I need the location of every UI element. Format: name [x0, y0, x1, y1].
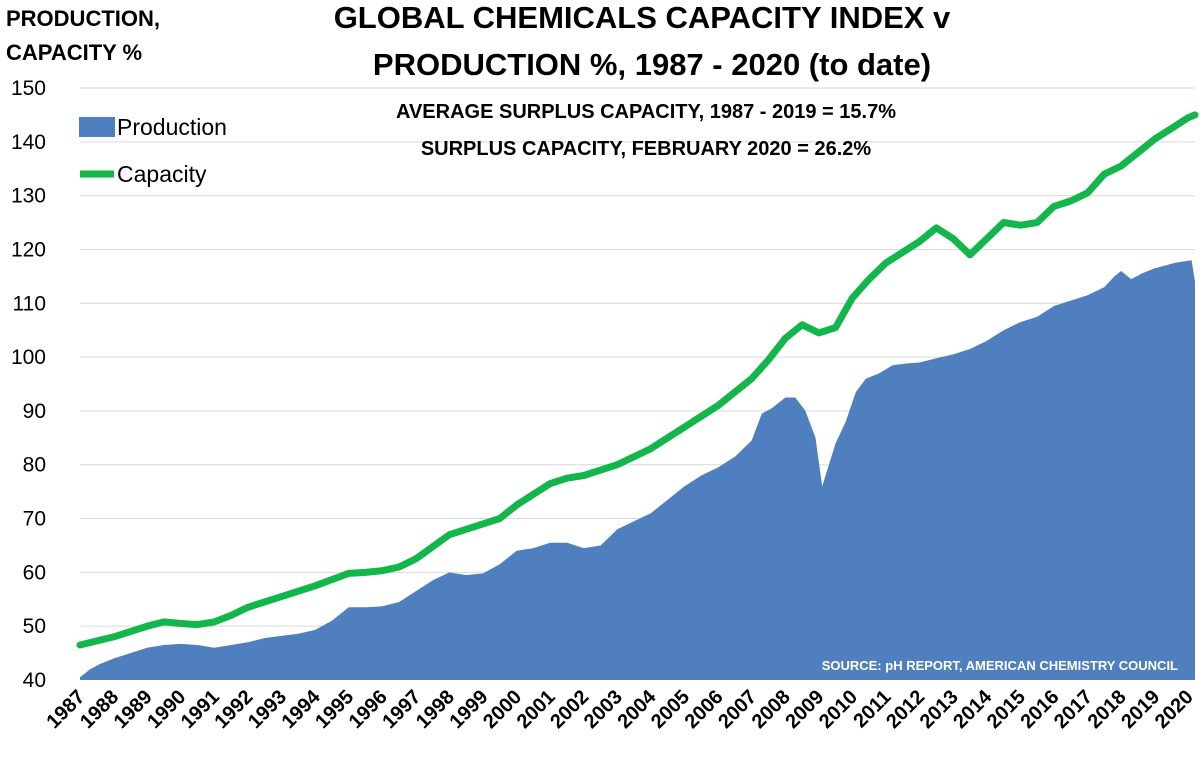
- x-tick-label: 2009: [781, 686, 828, 733]
- x-tick-label: 2013: [916, 686, 963, 733]
- y-axis-label-line1: PRODUCTION,: [6, 6, 160, 31]
- x-tick-label: 2010: [815, 686, 862, 733]
- x-tick-label: 1995: [311, 686, 358, 733]
- gridlines: [80, 87, 1195, 627]
- x-tick-label: 1998: [412, 686, 459, 733]
- subtitle-line1: AVERAGE SURPLUS CAPACITY, 1987 - 2019 = …: [396, 101, 896, 123]
- x-tick-label: 2006: [681, 686, 728, 733]
- y-tick-label: 120: [11, 238, 46, 261]
- y-tick-label: 50: [23, 615, 46, 638]
- x-tick-label: 2002: [546, 686, 593, 733]
- y-tick-label: 40: [23, 669, 46, 692]
- y-tick-label: 150: [11, 77, 46, 100]
- y-axis-ticks: 40 50 60 70 80 90 100 110 120 130 140 150: [11, 77, 46, 692]
- x-tick-label: 2012: [882, 686, 929, 733]
- x-axis-ticks: 1987198819891990199119921993199419951996…: [43, 685, 1198, 733]
- x-tick-label: 1988: [76, 686, 123, 733]
- y-tick-label: 130: [11, 185, 46, 208]
- x-tick-label: 2020: [1151, 686, 1198, 733]
- y-tick-label: 80: [23, 454, 46, 477]
- production-area: [80, 260, 1195, 680]
- x-tick-label: 1987: [43, 686, 90, 733]
- chart-title-line1: GLOBAL CHEMICALS CAPACITY INDEX v: [334, 0, 951, 35]
- x-tick-label: 1990: [143, 686, 190, 733]
- x-tick-label: 1997: [378, 686, 425, 733]
- legend-capacity-label: Capacity: [117, 161, 207, 187]
- legend: Production Capacity: [79, 114, 227, 187]
- x-tick-label: 1991: [177, 686, 224, 733]
- x-tick-label: 1996: [345, 686, 392, 733]
- x-tick-label: 2007: [714, 686, 761, 733]
- x-tick-label: 2016: [1016, 686, 1063, 733]
- x-tick-label: 1992: [210, 686, 257, 733]
- x-tick-label: 2000: [479, 686, 526, 733]
- subtitle-line2: SURPLUS CAPACITY, FEBRUARY 2020 = 26.2%: [421, 138, 872, 160]
- x-tick-label: 1999: [446, 686, 493, 733]
- y-axis-label-line2: CAPACITY %: [6, 40, 142, 65]
- y-tick-label: 110: [13, 292, 46, 315]
- y-tick-label: 100: [11, 346, 46, 369]
- x-tick-label: 2005: [647, 686, 694, 733]
- y-tick-label: 60: [23, 561, 46, 584]
- x-tick-label: 2019: [1117, 686, 1164, 733]
- x-tick-label: 2018: [1084, 686, 1131, 733]
- x-tick-label: 2015: [983, 686, 1030, 733]
- legend-production-swatch: [79, 117, 115, 137]
- legend-production-label: Production: [117, 114, 227, 140]
- x-tick-label: 2001: [513, 686, 560, 733]
- capacity-line: [76, 111, 1199, 649]
- y-tick-label: 70: [23, 508, 46, 531]
- chart-title-line2: PRODUCTION %, 1987 - 2020 (to date): [373, 47, 931, 82]
- x-tick-label: 1993: [244, 686, 291, 733]
- x-tick-label: 2003: [580, 686, 627, 733]
- x-tick-label: 2017: [1050, 686, 1097, 733]
- y-tick-label: 90: [23, 400, 46, 423]
- x-tick-label: 2008: [748, 686, 795, 733]
- source-note: SOURCE: pH REPORT, AMERICAN CHEMISTRY CO…: [822, 658, 1178, 673]
- x-tick-label: 1989: [110, 686, 157, 733]
- y-tick-label: 140: [11, 131, 46, 154]
